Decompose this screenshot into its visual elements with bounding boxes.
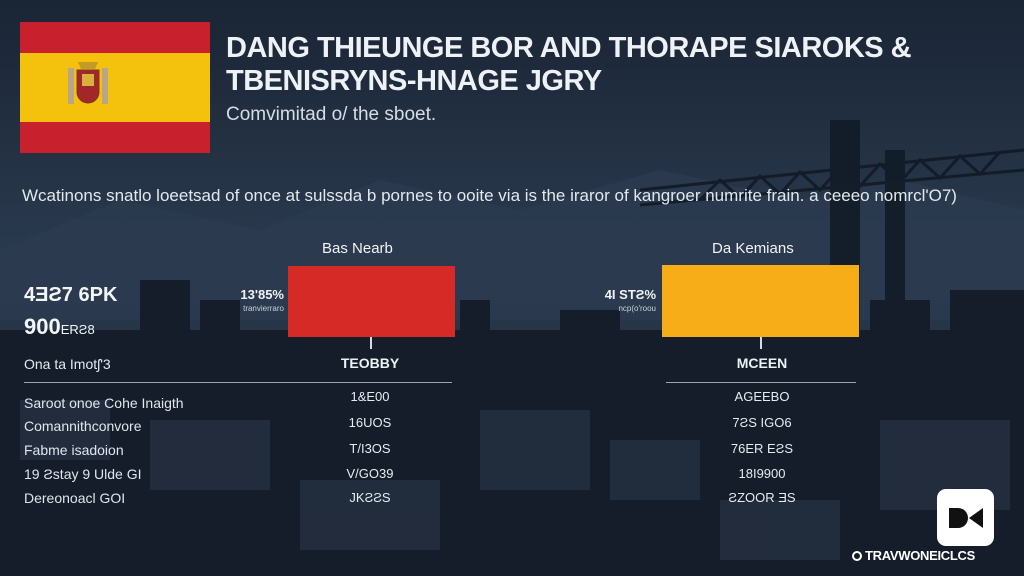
- logo-icon: [949, 508, 983, 528]
- row-label: Saroot onoe Cohe Inaigth: [24, 395, 184, 411]
- second-stat: 900ERƧ8: [24, 314, 95, 340]
- watermark-circle-icon: [852, 551, 862, 561]
- column-1-tick: [370, 337, 372, 349]
- left-table-rule: [24, 382, 452, 383]
- watermark-text: TRAVWONEICLCS: [865, 548, 975, 563]
- app-logo-button[interactable]: [937, 489, 994, 546]
- column-1-cell: 1&E00: [350, 389, 390, 404]
- column-2-header: MCEEN: [736, 355, 788, 371]
- page-subtitle: Comvimitad o/ the sboet.: [226, 104, 437, 125]
- column-2-cell: 18I9900: [738, 466, 786, 481]
- column-1-title: Bas Nearb: [322, 240, 393, 257]
- column-2-cell: ƧZOOR ƎS: [728, 490, 796, 505]
- column-2-bar-sublabel: ncp(o'roou: [618, 304, 656, 313]
- row-label: Fabme isadoion: [24, 442, 124, 458]
- column-1-cell: 16UOS: [348, 415, 392, 430]
- column-1-bar-label: 13'85%: [240, 287, 284, 302]
- row-label: Dereonoacl GOI: [24, 490, 126, 506]
- column-2-cell: AGEEBO: [734, 389, 790, 404]
- second-stat-value: 900: [24, 314, 61, 339]
- intro-text: Wcatinons snatlo loeetsad of once at sul…: [22, 186, 957, 205]
- spain-flag-image: [20, 22, 210, 153]
- right-table-rule: [666, 382, 856, 383]
- left-table-header: Ona ta Imotʃ'3: [24, 356, 111, 372]
- watermark: TRAVWONEICLCS: [852, 548, 975, 563]
- column-2-cell: 76ER EƧS: [730, 441, 794, 456]
- row-label: 19 Ƨstay 9 Ulde GI: [24, 466, 142, 482]
- column-1-cell: V/GO39: [346, 466, 394, 481]
- second-stat-unit: ERƧ8: [60, 322, 95, 337]
- column-1-cell: T/I3OS: [349, 441, 391, 456]
- column-1-bar-sublabel: tranvierraro: [243, 304, 284, 313]
- big-stat-value: 4ƎƧ7 6PK: [24, 284, 118, 306]
- column-2-bar-label: 4I STƧ%: [604, 287, 656, 302]
- column-2-title: Da Kemians: [712, 240, 794, 257]
- column-2-bar: [662, 265, 859, 337]
- column-1-header: TEOBBY: [340, 355, 400, 371]
- column-1-bar: [288, 266, 455, 337]
- column-1-cell: JKƧƧS: [349, 490, 391, 505]
- column-2-cell: 7ƧS IGO6: [732, 415, 792, 430]
- column-2-tick: [760, 337, 762, 349]
- row-label: Comannithconvore: [24, 418, 142, 434]
- page-title: DANG THIEUNGE BOR AND THORAPE SIAROKS & …: [226, 32, 912, 97]
